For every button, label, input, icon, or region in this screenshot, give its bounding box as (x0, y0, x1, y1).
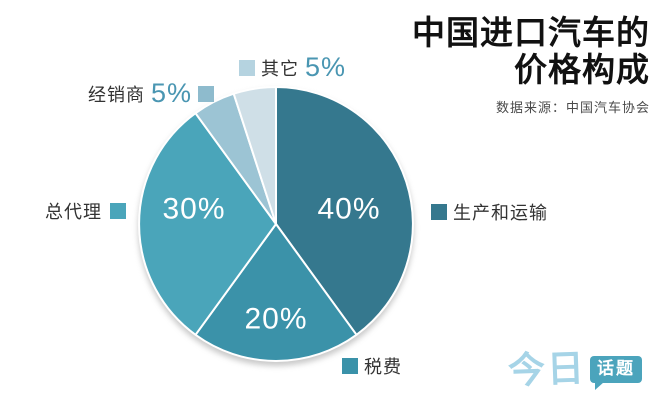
title-block: 中国进口汽车的 价格构成 数据来源：中国汽车协会 (412, 14, 650, 116)
legend-item-qita: 其它 5% (239, 54, 346, 81)
pie-slice-生产和运输 (275, 86, 414, 336)
data-source-note: 数据来源：中国汽车协会 (495, 100, 650, 115)
pie-value-label-生产和运输: 40% (317, 193, 380, 226)
legend-item-jingxiaoshang: 经销商 5% (88, 78, 215, 108)
legend-item-shengchanheyunshu: 生产和运输 (431, 199, 548, 225)
legend-swatch-qita (239, 59, 255, 76)
chart-title-line2: 价格构成 (514, 51, 650, 88)
pie-slice-总代理 (138, 112, 277, 336)
legend-item-shuifei: 税费 (342, 353, 402, 379)
legend-label-shengchanheyunshu: 生产和运输 (453, 203, 548, 223)
pie-slice-税费 (194, 223, 358, 362)
pie-value-label-税费: 20% (244, 303, 307, 336)
legend-label-qita: 其它 (261, 58, 299, 79)
legend-label-zongdaili: 总代理 (45, 202, 102, 222)
pie-slice-其它 (232, 86, 277, 225)
pie-value-label-总代理: 30% (162, 193, 225, 226)
logo-jinri-huati: 今日 话题 (507, 347, 642, 392)
legend-label-shuifei: 税费 (364, 357, 402, 377)
logo-text-jinri: 今日 (507, 347, 587, 392)
legend-pct-qita: 5% (305, 52, 347, 82)
chart-title-line1: 中国进口汽车的 (412, 14, 650, 51)
legend-swatch-shuifei (342, 358, 358, 374)
legend-pct-jingxiaoshang: 5% (151, 78, 193, 108)
legend-item-zongdaili: 总代理 (45, 198, 126, 224)
legend-swatch-shengchanheyunshu (431, 204, 447, 220)
legend-label-jingxiaoshang: 经销商 (88, 84, 145, 105)
legend-swatch-jingxiaoshang (198, 85, 215, 102)
logo-bubble-huati: 话题 (590, 356, 642, 390)
legend-swatch-zongdaili (110, 203, 126, 219)
